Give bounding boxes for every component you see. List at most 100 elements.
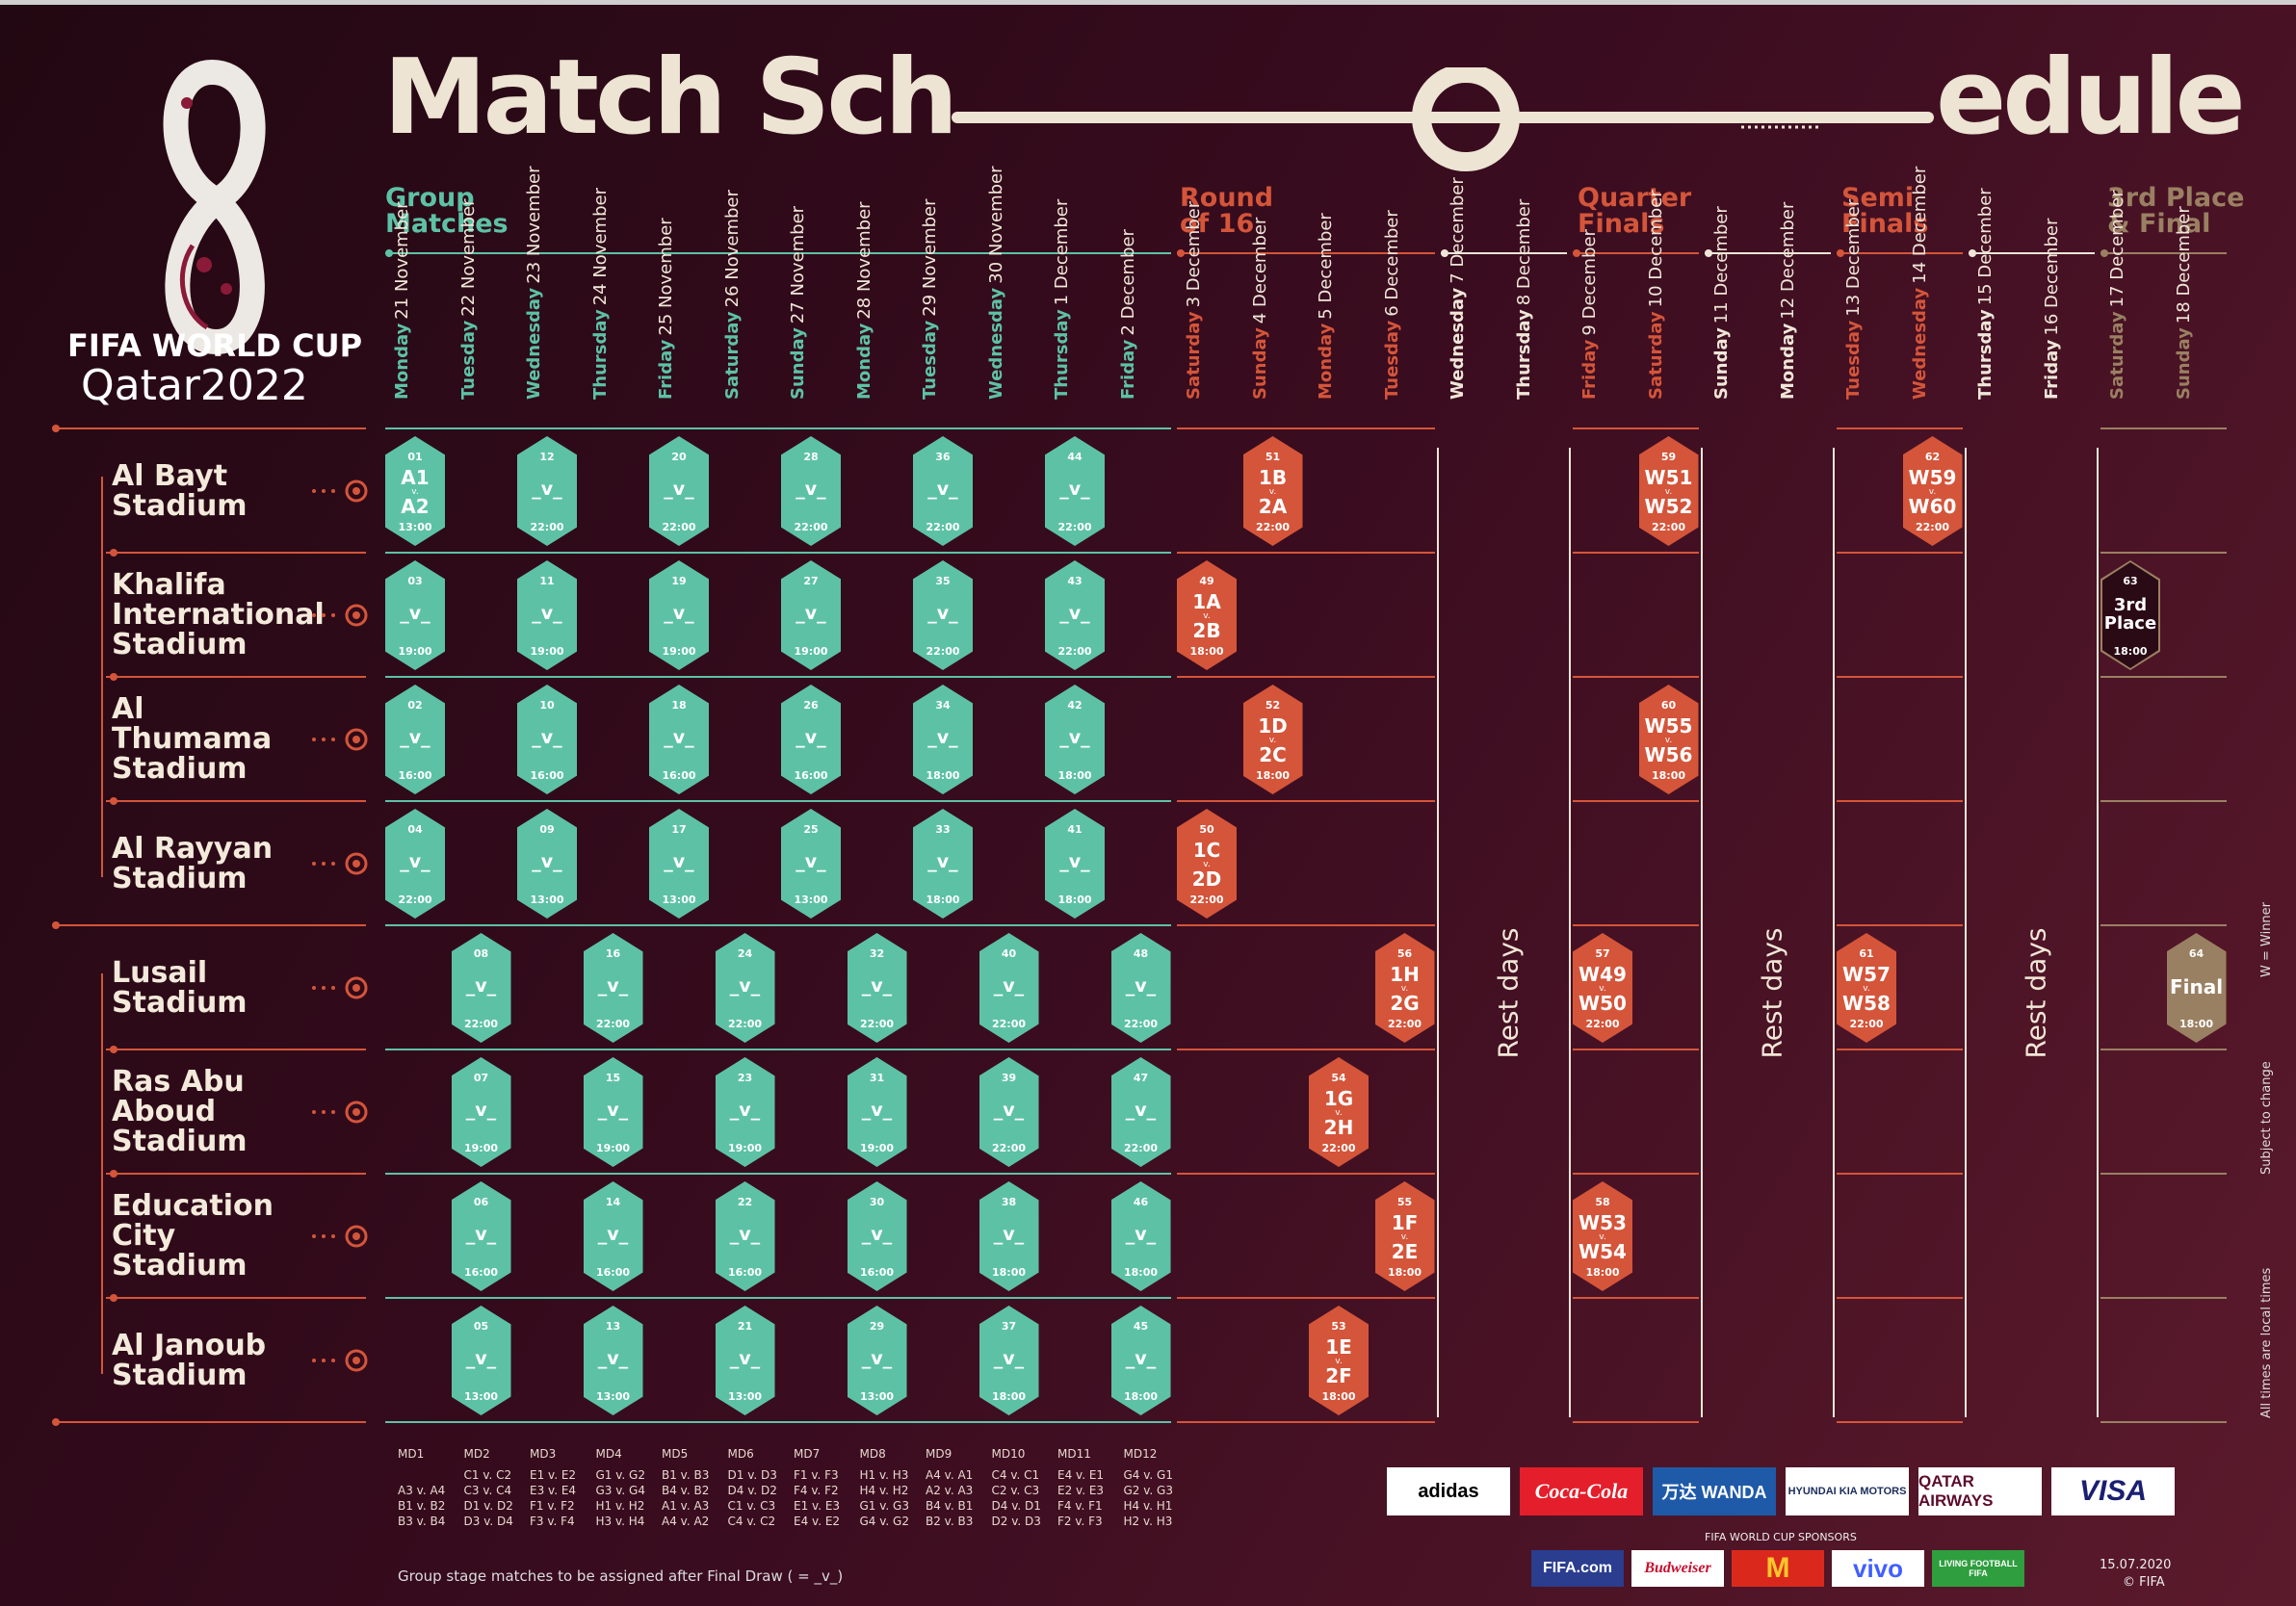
match-25[interactable]: 25 _v_ 13:00: [781, 809, 841, 919]
match-61[interactable]: 61 W57 v. W58 22:00: [1837, 933, 1896, 1043]
top-border: [0, 0, 2296, 5]
match-57[interactable]: 57 W49 v. W50 22:00: [1573, 933, 1632, 1043]
match-29[interactable]: 29 _v_ 13:00: [847, 1306, 907, 1415]
match-52[interactable]: 52 1D v. 2C 18:00: [1242, 685, 1303, 794]
match-04[interactable]: 04 _v_ 22:00: [385, 809, 445, 919]
kickoff-time: 22:00: [1189, 894, 1224, 906]
match-53[interactable]: 53 1E v. 2F 18:00: [1309, 1306, 1369, 1415]
kickoff-time: 18:00: [926, 769, 960, 782]
match-01[interactable]: 01 A1 v. A2 13:00: [385, 436, 445, 546]
match-10[interactable]: 10 _v_ 16:00: [517, 685, 577, 794]
match-30[interactable]: 30 _v_ 16:00: [847, 1181, 907, 1291]
date-label: 9 December: [1579, 229, 1600, 336]
date-header: Thursday 15 December: [1975, 188, 2001, 400]
match-36[interactable]: 36 _v_ 22:00: [913, 436, 973, 546]
match-51[interactable]: 51 1B v. 2A 22:00: [1242, 436, 1303, 546]
date-label: 3 December: [1184, 200, 1204, 308]
match-63[interactable]: 63 3rd Place 18:00: [2100, 560, 2160, 670]
date-day: Sunday: [788, 327, 808, 400]
match-24[interactable]: 24 _v_ 22:00: [715, 933, 775, 1043]
match-60[interactable]: 60 W55 v. W56 18:00: [1638, 685, 1699, 794]
kickoff-time: 22:00: [1123, 1018, 1158, 1030]
date-stamp: 15.07.2020: [2100, 1558, 2172, 1572]
match-44[interactable]: 44 _v_ 22:00: [1045, 436, 1105, 546]
match-34[interactable]: 34 _v_ 18:00: [913, 685, 973, 794]
kickoff-time: 18:00: [2179, 1018, 2213, 1030]
match-number: 29: [869, 1320, 885, 1333]
match-13[interactable]: 13 _v_ 13:00: [583, 1306, 643, 1415]
match-58[interactable]: 58 W53 v. W54 18:00: [1573, 1181, 1632, 1291]
matchday-pairing: A1 v. A3: [662, 1499, 710, 1513]
match-38[interactable]: 38 _v_ 18:00: [978, 1181, 1039, 1291]
versus-placeholder: _v_: [597, 1348, 629, 1369]
match-54[interactable]: 54 1G v. 2H 22:00: [1309, 1057, 1369, 1167]
match-45[interactable]: 45 _v_ 18:00: [1110, 1306, 1171, 1415]
match-43[interactable]: 43 _v_ 22:00: [1045, 560, 1105, 670]
match-16[interactable]: 16 _v_ 22:00: [583, 933, 643, 1043]
matchday-10: MD10 C4 v. C1 C2 v. C3 D4 v. D1 D2 v. D3: [992, 1446, 1056, 1529]
match-03[interactable]: 03 _v_ 19:00: [385, 560, 445, 670]
versus-placeholder: _v_: [729, 1348, 761, 1369]
match-number: 15: [605, 1072, 621, 1084]
match-26[interactable]: 26 _v_ 16:00: [781, 685, 841, 794]
kickoff-time: 18:00: [1321, 1390, 1356, 1403]
stadium-name: Ras Abu Aboud Stadium: [112, 1065, 248, 1158]
match-50[interactable]: 50 1C v. 2D 22:00: [1177, 809, 1237, 919]
kickoff-time: 18:00: [1189, 645, 1224, 658]
match-37[interactable]: 37 _v_ 18:00: [978, 1306, 1039, 1415]
match-15[interactable]: 15 _v_ 19:00: [583, 1057, 643, 1167]
match-06[interactable]: 06 _v_ 16:00: [451, 1181, 511, 1291]
fifa-world-cup-logo: FIFA WORLD CUP Qatar2022: [58, 53, 385, 419]
team-a: W53: [1578, 1211, 1627, 1234]
team-b: 2E: [1391, 1240, 1419, 1263]
stadium-ball-icon: [310, 1349, 368, 1372]
match-02[interactable]: 02 _v_ 16:00: [385, 685, 445, 794]
match-42[interactable]: 42 _v_ 18:00: [1045, 685, 1105, 794]
kickoff-time: 22:00: [727, 1018, 762, 1030]
match-35[interactable]: 35 _v_ 22:00: [913, 560, 973, 670]
match-41[interactable]: 41 _v_ 18:00: [1045, 809, 1105, 919]
match-32[interactable]: 32 _v_ 22:00: [847, 933, 907, 1043]
match-12[interactable]: 12 _v_ 22:00: [517, 436, 577, 546]
match-55[interactable]: 55 1F v. 2E 18:00: [1374, 1181, 1435, 1291]
match-49[interactable]: 49 1A v. 2B 18:00: [1177, 560, 1237, 670]
match-08[interactable]: 08 _v_ 22:00: [451, 933, 511, 1043]
match-47[interactable]: 47 _v_ 22:00: [1110, 1057, 1171, 1167]
match-31[interactable]: 31 _v_ 19:00: [847, 1057, 907, 1167]
match-14[interactable]: 14 _v_ 16:00: [583, 1181, 643, 1291]
match-64[interactable]: 64 Final 18:00: [2166, 933, 2227, 1043]
kickoff-time: 22:00: [1321, 1142, 1356, 1154]
match-33[interactable]: 33 _v_ 18:00: [913, 809, 973, 919]
matchday-pairing: G2 v. G3: [1123, 1484, 1173, 1497]
kickoff-time: 22:00: [398, 894, 432, 906]
match-48[interactable]: 48 _v_ 22:00: [1110, 933, 1171, 1043]
match-05[interactable]: 05 _v_ 13:00: [451, 1306, 511, 1415]
match-22[interactable]: 22 _v_ 16:00: [715, 1181, 775, 1291]
match-62[interactable]: 62 W59 v. W60 22:00: [1902, 436, 1963, 546]
kickoff-time: 13:00: [530, 894, 564, 906]
match-27[interactable]: 27 _v_ 19:00: [781, 560, 841, 670]
match-19[interactable]: 19 _v_ 19:00: [649, 560, 709, 670]
sponsor-wanda-logo: 万达 WANDA: [1653, 1467, 1776, 1515]
date-header: Sunday 27 November: [788, 206, 814, 400]
match-28[interactable]: 28 _v_ 22:00: [781, 436, 841, 546]
versus-placeholder: _v_: [465, 1348, 497, 1369]
match-20[interactable]: 20 _v_ 22:00: [649, 436, 709, 546]
match-07[interactable]: 07 _v_ 19:00: [451, 1057, 511, 1167]
match-17[interactable]: 17 _v_ 13:00: [649, 809, 709, 919]
match-23[interactable]: 23 _v_ 19:00: [715, 1057, 775, 1167]
match-number: 44: [1067, 451, 1083, 463]
match-46[interactable]: 46 _v_ 18:00: [1110, 1181, 1171, 1291]
match-56[interactable]: 56 1H v. 2G 22:00: [1374, 933, 1435, 1043]
match-11[interactable]: 11 _v_ 19:00: [517, 560, 577, 670]
match-59[interactable]: 59 W51 v. W52 22:00: [1638, 436, 1699, 546]
match-40[interactable]: 40 _v_ 22:00: [978, 933, 1039, 1043]
matchday-pairing: C1 v. C3: [727, 1499, 776, 1513]
matchday-label: MD4: [595, 1447, 622, 1461]
match-09[interactable]: 09 _v_ 13:00: [517, 809, 577, 919]
match-18[interactable]: 18 _v_ 16:00: [649, 685, 709, 794]
match-number: 13: [605, 1320, 621, 1333]
logo-line-2: Qatar2022: [81, 361, 308, 410]
match-21[interactable]: 21 _v_ 13:00: [715, 1306, 775, 1415]
match-39[interactable]: 39 _v_ 22:00: [978, 1057, 1039, 1167]
